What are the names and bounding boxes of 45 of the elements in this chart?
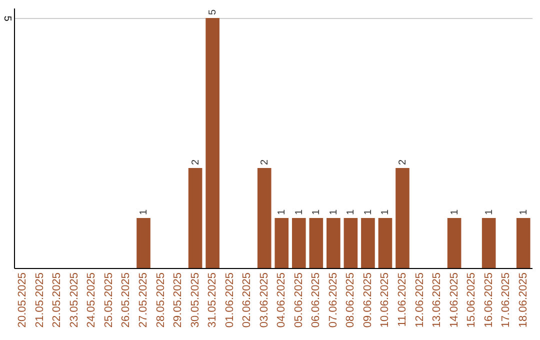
x-tick-label: 26.05.2025 [120, 272, 132, 328]
data-label: 2 [259, 159, 270, 165]
x-tick-label: 21.05.2025 [34, 272, 46, 328]
x-tick-label: 20.05.2025 [16, 272, 29, 328]
x-tick-label: 08.06.2025 [344, 272, 357, 328]
x-tick-label: 01.06.2025 [224, 272, 236, 328]
x-tick-label: 25.05.2025 [102, 272, 115, 328]
x-tick-label: 28.05.2025 [154, 272, 167, 328]
x-tick-label: 05.06.2025 [292, 272, 305, 328]
x-tick-label: 11.06.2025 [396, 272, 408, 327]
x-tick-label: 10.06.2025 [379, 272, 392, 328]
x-tick-label: 12.06.2025 [414, 272, 426, 328]
x-tick-label: 31.05.2025 [206, 272, 219, 328]
data-label: 1 [362, 209, 374, 215]
data-label: 2 [190, 159, 202, 165]
data-label: 1 [380, 209, 392, 215]
data-label: 1 [138, 209, 150, 215]
x-tick-label: 24.05.2025 [86, 272, 98, 328]
data-label: 1 [328, 209, 340, 215]
x-tick-label: 14.06.2025 [448, 272, 460, 328]
x-tick-label: 03.06.2025 [258, 272, 270, 328]
data-label: 1 [449, 209, 460, 215]
data-label: 1 [518, 209, 530, 215]
data-label: 1 [311, 209, 322, 215]
x-tick-label: 13.06.2025 [431, 272, 444, 328]
x-tick-label: 15.06.2025 [466, 272, 478, 328]
x-tick-label: 02.06.2025 [241, 272, 254, 328]
x-tick-label: 09.06.2025 [362, 272, 374, 328]
data-label: 1 [346, 209, 357, 215]
x-tick-label: 17.06.2025 [500, 272, 512, 328]
data-label: 1 [294, 209, 305, 215]
x-tick-label: 16.06.2025 [482, 272, 495, 328]
data-label: 2 [398, 159, 408, 165]
x-tick-label: 07.06.2025 [327, 272, 340, 328]
x-tick-label: 18.06.2025 [517, 272, 530, 328]
x-tick-label: 04.06.2025 [276, 272, 288, 328]
x-tick-label: 06.06.2025 [310, 272, 322, 328]
x-tick-label: 27.05.2025 [138, 272, 150, 328]
x-tick-label: 30.05.2025 [189, 272, 202, 328]
x-tick-label: 29.05.2025 [172, 272, 184, 328]
data-label: 5 [208, 9, 219, 15]
data-label: 1 [484, 209, 495, 215]
x-tick-label: 22.05.2025 [51, 272, 64, 328]
x-tick-label: 23.05.2025 [68, 272, 80, 328]
data-label: 1 [276, 209, 288, 215]
